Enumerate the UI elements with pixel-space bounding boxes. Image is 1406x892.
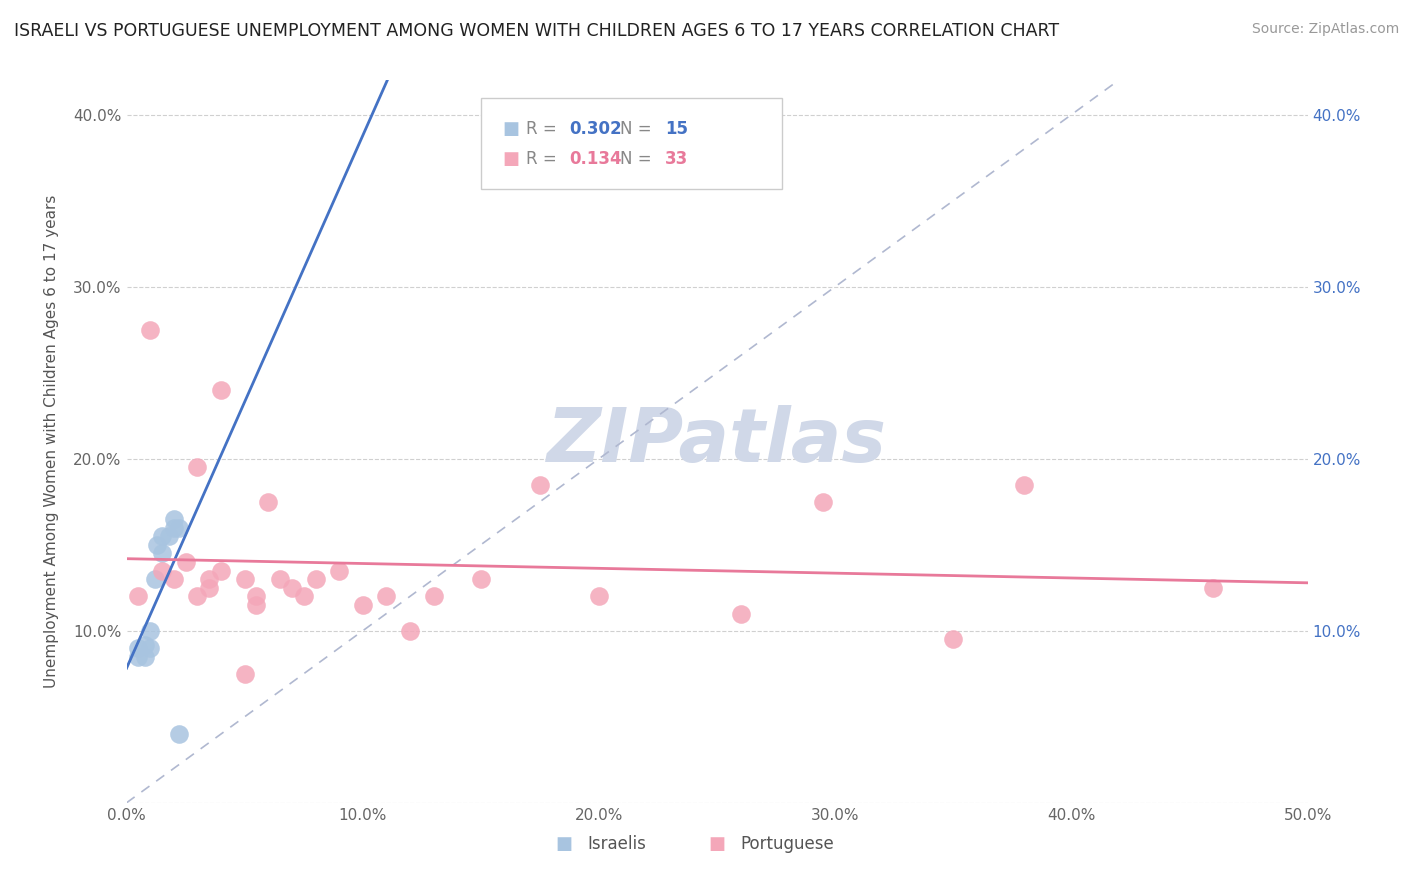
Text: 15: 15: [665, 120, 688, 138]
Text: Source: ZipAtlas.com: Source: ZipAtlas.com: [1251, 22, 1399, 37]
Text: N =: N =: [620, 151, 657, 169]
Point: [127, 649, 149, 664]
Point: [470, 572, 492, 586]
Point: [163, 512, 186, 526]
Point: [143, 572, 166, 586]
Text: ZIPatlas: ZIPatlas: [547, 405, 887, 478]
Point: [134, 649, 156, 664]
Point: [328, 564, 350, 578]
Text: R =: R =: [526, 151, 562, 169]
Point: [186, 590, 208, 604]
Point: [127, 640, 149, 655]
Point: [245, 598, 267, 612]
Point: [1202, 581, 1225, 595]
Point: [942, 632, 965, 647]
Point: [157, 529, 180, 543]
Text: Portuguese: Portuguese: [741, 836, 834, 854]
Point: [352, 598, 374, 612]
Point: [529, 477, 551, 491]
Point: [730, 607, 752, 621]
Point: [1012, 477, 1035, 491]
Point: [375, 590, 398, 604]
Point: [127, 590, 149, 604]
Text: 0.302: 0.302: [569, 120, 621, 138]
Point: [399, 624, 422, 638]
Point: [209, 564, 232, 578]
Point: [233, 666, 256, 681]
Point: [281, 581, 304, 595]
Point: [813, 494, 835, 508]
Point: [139, 323, 162, 337]
Point: [269, 572, 291, 586]
Text: Israelis: Israelis: [588, 836, 645, 854]
Point: [186, 460, 208, 475]
Text: N =: N =: [620, 120, 657, 138]
Point: [257, 494, 280, 508]
Text: ■: ■: [502, 151, 519, 169]
Point: [134, 638, 156, 652]
Point: [150, 529, 173, 543]
Point: [198, 581, 221, 595]
Y-axis label: Unemployment Among Women with Children Ages 6 to 17 years: Unemployment Among Women with Children A…: [45, 194, 59, 689]
Point: [139, 640, 162, 655]
Point: [304, 572, 326, 586]
Point: [245, 590, 267, 604]
Point: [588, 590, 610, 604]
Point: [174, 555, 197, 569]
Text: 0.134: 0.134: [569, 151, 621, 169]
Text: ■: ■: [555, 836, 572, 854]
Point: [167, 520, 190, 534]
Point: [292, 590, 315, 604]
FancyBboxPatch shape: [481, 98, 782, 189]
Point: [163, 572, 186, 586]
Text: ■: ■: [502, 120, 519, 138]
Text: 33: 33: [665, 151, 689, 169]
Point: [209, 383, 232, 397]
Point: [150, 564, 173, 578]
Point: [233, 572, 256, 586]
Text: R =: R =: [526, 120, 562, 138]
Point: [167, 727, 190, 741]
Point: [198, 572, 221, 586]
Text: ■: ■: [709, 836, 725, 854]
Point: [163, 520, 186, 534]
Point: [139, 624, 162, 638]
Text: ISRAELI VS PORTUGUESE UNEMPLOYMENT AMONG WOMEN WITH CHILDREN AGES 6 TO 17 YEARS : ISRAELI VS PORTUGUESE UNEMPLOYMENT AMONG…: [14, 22, 1059, 40]
Point: [422, 590, 444, 604]
Point: [150, 546, 173, 560]
Point: [146, 538, 169, 552]
